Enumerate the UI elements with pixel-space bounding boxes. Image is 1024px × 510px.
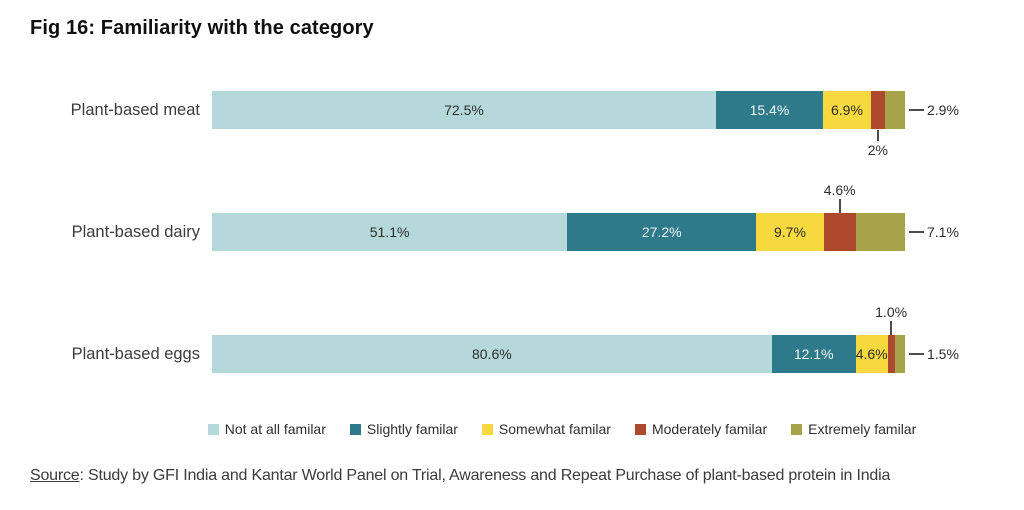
segment-value-label: 1.5% bbox=[927, 346, 959, 362]
segment-value-label: 4.6% bbox=[823, 182, 856, 198]
callout-line bbox=[909, 109, 924, 111]
legend-swatch bbox=[349, 423, 361, 435]
legend-swatch bbox=[791, 423, 803, 435]
legend-item-somewhat-familar: Somewhat familar bbox=[481, 421, 611, 437]
callout-line bbox=[890, 321, 893, 335]
bar-segment-slightly-familar: 12.1% bbox=[771, 335, 856, 373]
category-label: Plant-based dairy bbox=[71, 222, 200, 241]
segment-value-label: 80.6% bbox=[471, 346, 512, 362]
bar-segment-moderately-familar bbox=[887, 335, 895, 373]
legend-swatch bbox=[634, 423, 646, 435]
source-note: Source: Study by GFI India and Kantar Wo… bbox=[30, 467, 890, 485]
callout-line bbox=[838, 199, 841, 213]
source-label: Source bbox=[30, 467, 80, 484]
bar-segment-extremely-familar bbox=[855, 213, 905, 251]
bar-segment-extremely-familar bbox=[884, 91, 905, 129]
source-text: : Study by GFI India and Kantar World Pa… bbox=[79, 467, 891, 484]
category-label: Plant-based eggs bbox=[71, 344, 200, 363]
legend-label: Slightly familar bbox=[366, 421, 458, 437]
segment-value-label: 27.2% bbox=[641, 224, 682, 240]
bar-segment-not-at-all-familar: 51.1% bbox=[212, 213, 568, 251]
bar-track: 72.5% 15.4% 6.9% 2% 2.9% bbox=[212, 91, 959, 158]
legend-item-moderately-familar: Moderately familar bbox=[634, 421, 768, 437]
bar-track: 51.1% 27.2% 9.7% 4.6% 7.1% bbox=[212, 182, 959, 251]
segment-value-label: 72.5% bbox=[444, 102, 484, 118]
bar-segment-slightly-familar: 15.4% bbox=[715, 91, 823, 129]
legend-label: Moderately familar bbox=[651, 421, 768, 437]
segment-value-label: 9.7% bbox=[774, 224, 806, 240]
legend-swatch bbox=[207, 423, 219, 435]
segment-value-label: 51.1% bbox=[369, 224, 410, 240]
bar-segment-somewhat-familar: 4.6% bbox=[855, 335, 888, 373]
legend-swatch bbox=[481, 423, 493, 435]
segment-value-label: 6.9% bbox=[830, 102, 863, 118]
legend-label: Not at all familar bbox=[224, 421, 326, 437]
callout-line bbox=[876, 130, 879, 141]
bar-segment-moderately-familar bbox=[870, 91, 885, 129]
callout-line bbox=[909, 353, 924, 355]
chart-legend: Not at all familar Slightly familar Somewh… bbox=[200, 421, 924, 437]
segment-value-label: 4.6% bbox=[855, 346, 888, 362]
bar-segment-extremely-familar bbox=[894, 335, 905, 373]
segment-value-label: 7.1% bbox=[927, 224, 959, 240]
figure-title: Fig 16: Familiarity with the category bbox=[30, 17, 374, 39]
bar-segment-slightly-familar: 27.2% bbox=[567, 213, 757, 251]
legend-item-not-at-all-familar: Not at all familar bbox=[207, 421, 326, 437]
segment-value-label: 2.9% bbox=[927, 102, 959, 118]
bar-segment-moderately-familar bbox=[823, 213, 856, 251]
legend-label: Somewhat familar bbox=[498, 421, 611, 437]
legend-item-slightly-familar: Slightly familar bbox=[349, 421, 458, 437]
callout-line bbox=[909, 231, 924, 233]
legend-item-extremely-familar: Extremely familar bbox=[791, 421, 916, 437]
category-label: Plant-based meat bbox=[70, 100, 200, 119]
bar-segment-not-at-all-familar: 80.6% bbox=[212, 335, 772, 373]
bar-segment-somewhat-familar: 9.7% bbox=[756, 213, 824, 251]
bar-track: 80.6% 12.1% 4.6% 1.0% 1.5% bbox=[212, 304, 959, 373]
bar-segment-not-at-all-familar: 72.5% bbox=[212, 91, 716, 129]
segment-value-label: 15.4% bbox=[749, 102, 790, 118]
segment-value-label: 1.0% bbox=[875, 304, 908, 320]
segment-value-label: 12.1% bbox=[793, 346, 834, 362]
bar-segment-somewhat-familar: 6.9% bbox=[822, 91, 871, 129]
segment-value-label: 2% bbox=[867, 142, 889, 158]
legend-label: Extremely familar bbox=[808, 421, 917, 437]
